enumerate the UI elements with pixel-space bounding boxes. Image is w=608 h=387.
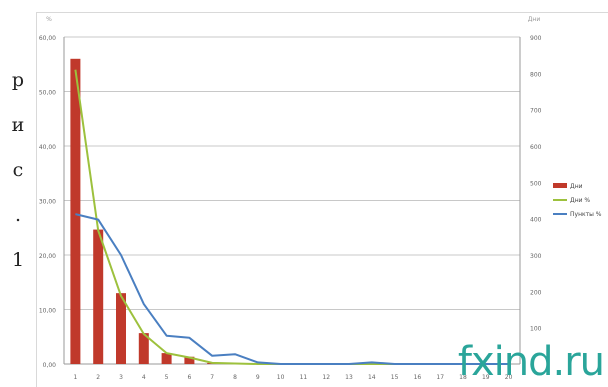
side-caption: р и с . 1: [0, 0, 36, 387]
bar: [116, 293, 126, 364]
left-axis-label: %: [46, 16, 52, 23]
legend-label: Дни %: [570, 197, 590, 204]
x-tick-label: 18: [459, 374, 467, 381]
right-tick-label: 900: [530, 35, 542, 42]
x-tick-label: 9: [256, 374, 260, 381]
x-tick-label: 16: [414, 374, 422, 381]
right-tick-label: 500: [530, 180, 542, 187]
caption-char: с: [12, 159, 24, 181]
right-tick-label: 200: [530, 289, 542, 296]
bar: [138, 333, 149, 364]
legend-label: Пункты %: [570, 211, 602, 218]
x-tick-label: 6: [187, 374, 191, 381]
x-tick-label: 3: [119, 374, 123, 381]
bar: [70, 58, 81, 365]
caption-char: р: [11, 69, 25, 91]
caption-char: 1: [11, 249, 25, 271]
x-tick-label: 15: [391, 374, 399, 381]
series-line: [75, 213, 509, 365]
x-tick-label: 11: [300, 374, 308, 381]
bar: [161, 353, 172, 364]
bar: [93, 229, 104, 364]
right-tick-label: 0: [530, 362, 534, 369]
left-tick-label: 10,00: [39, 308, 56, 315]
left-tick-label: 50,00: [39, 90, 56, 97]
right-tick-label: 700: [530, 108, 542, 115]
right-tick-label: 300: [530, 253, 542, 260]
x-tick-label: 7: [210, 374, 214, 381]
x-tick-label: 14: [368, 374, 376, 381]
right-tick-label: 100: [530, 326, 542, 333]
x-tick-label: 4: [142, 374, 146, 381]
bar: [184, 356, 195, 364]
chart-frame: [36, 12, 608, 387]
x-tick-label: 19: [482, 374, 490, 381]
x-tick-label: 10: [277, 374, 285, 381]
legend-label: Дни: [570, 183, 583, 190]
x-tick-label: 1: [73, 374, 77, 381]
left-tick-label: 30,00: [39, 199, 56, 206]
x-tick-label: 20: [505, 374, 513, 381]
caption-char: и: [11, 114, 25, 136]
left-tick-label: 0,00: [43, 362, 57, 369]
x-tick-label: 8: [233, 374, 237, 381]
x-tick-label: 2: [96, 374, 100, 381]
left-tick-label: 20,00: [39, 253, 56, 260]
right-axis-label: Дни: [528, 16, 541, 23]
right-tick-label: 400: [530, 217, 542, 224]
x-tick-label: 13: [345, 374, 353, 381]
x-tick-label: 5: [165, 374, 169, 381]
left-tick-label: 40,00: [39, 144, 56, 151]
legend-swatch: [553, 183, 567, 188]
x-tick-label: 12: [322, 374, 330, 381]
left-tick-label: 60,00: [39, 35, 56, 42]
watermark: fxind.ru: [457, 339, 605, 385]
x-tick-label: 17: [436, 374, 444, 381]
series-line: [74, 69, 509, 365]
right-tick-label: 600: [530, 144, 542, 151]
right-tick-label: 800: [530, 71, 542, 78]
caption-char: .: [14, 204, 22, 226]
